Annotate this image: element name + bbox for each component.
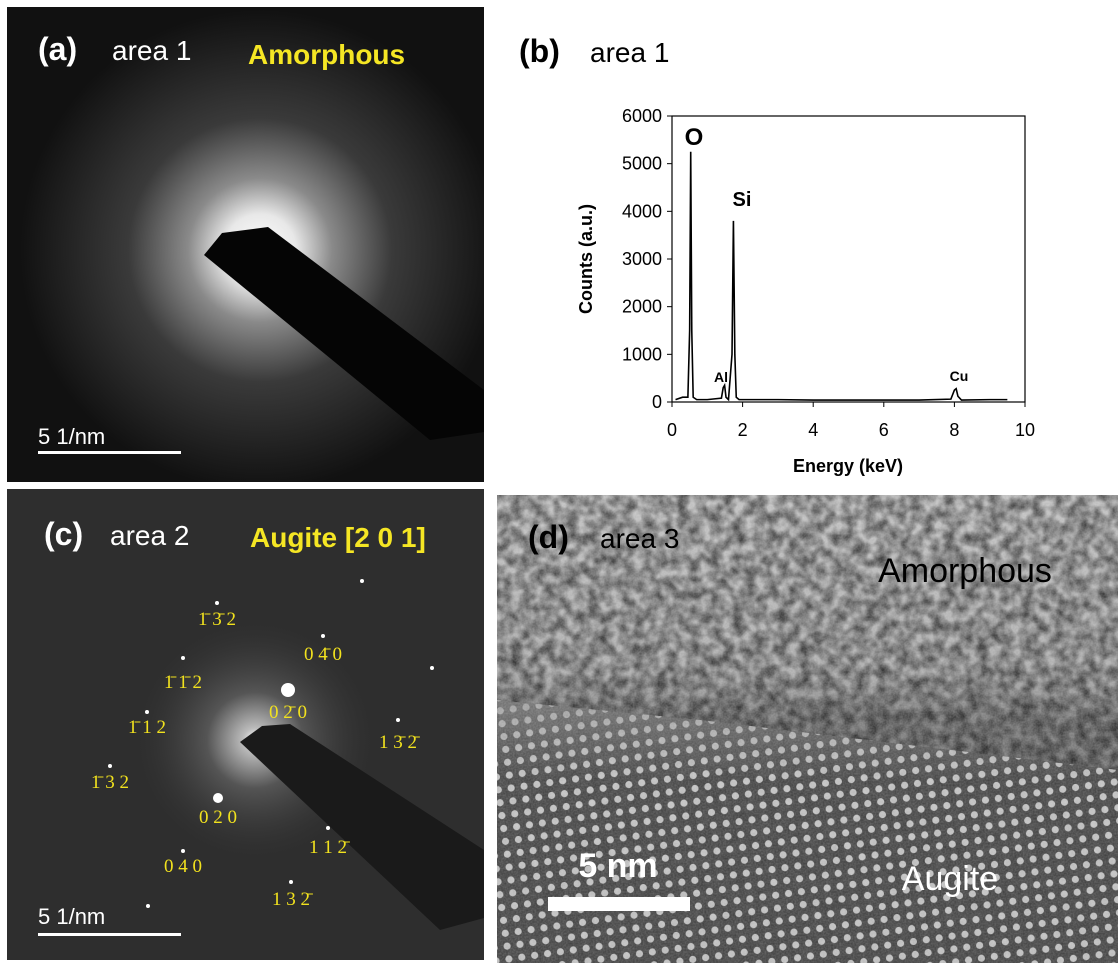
phase-label: Augite	[902, 860, 998, 898]
scale-bar	[38, 933, 181, 936]
spectrum-line	[676, 152, 1008, 400]
peak-label: Cu	[950, 368, 969, 384]
miller-index: 1 3 2̄	[272, 889, 313, 910]
panel-d: (d) area 3 Amorphous Augite 5 nm	[497, 495, 1118, 963]
x-tick-label: 6	[879, 420, 889, 440]
diffraction-spot	[289, 880, 293, 884]
y-tick-label: 0	[652, 392, 662, 412]
diffraction-spot	[213, 793, 223, 803]
area-label: area 1	[112, 35, 191, 66]
miller-index: 0 4̄ 0	[304, 644, 342, 665]
y-tick-label: 2000	[622, 297, 662, 317]
y-tick-label: 4000	[622, 201, 662, 221]
miller-index: 0 2̄ 0	[269, 702, 307, 723]
panel-label: (c)	[44, 516, 83, 552]
figure: (a) area 1 Amorphous 5 1/nm (b) area 1 E…	[0, 0, 1118, 963]
diffraction-spot	[146, 904, 150, 908]
phase-label: Amorphous	[878, 552, 1052, 590]
area-label: area 3	[600, 523, 679, 554]
diffraction-spot	[181, 849, 185, 853]
x-tick-label: 0	[667, 420, 677, 440]
peak-label: Si	[733, 189, 752, 211]
panel-c: (c) area 2 Augite [2 0 1] 5 1/nm 1̄ 3̄ 2…	[7, 489, 484, 960]
scale-bar-label: 5 1/nm	[38, 904, 105, 929]
y-axis-label: Counts (a.u.)	[576, 204, 596, 314]
peak-label: O	[685, 124, 704, 151]
miller-index: 0 4 0	[164, 856, 202, 877]
diffraction-spot	[321, 634, 325, 638]
y-tick-label: 1000	[622, 344, 662, 364]
panel-b: (b) area 1 Energy (keV) Counts (a.u.) 0 1…	[519, 33, 1035, 476]
diffraction-spot	[281, 683, 295, 697]
x-tick-label: 4	[808, 420, 818, 440]
diffraction-spot	[181, 656, 185, 660]
diffraction-spot	[430, 666, 434, 670]
x-tick-label: 10	[1015, 420, 1035, 440]
diffraction-spot	[326, 826, 330, 830]
scale-bar-label: 5 nm	[578, 847, 657, 885]
miller-index: 1̄ 1̄ 2	[164, 672, 202, 693]
x-tick-label: 8	[949, 420, 959, 440]
miller-index: 1 3̄ 2̄	[379, 732, 420, 753]
x-axis-label: Energy (keV)	[793, 456, 903, 476]
plot-frame	[672, 116, 1025, 402]
diffraction-spot	[396, 718, 400, 722]
miller-index: 1 1 2̄	[309, 837, 350, 858]
phase-label: Augite [2 0 1]	[250, 522, 426, 553]
panel-label: (b)	[519, 33, 560, 69]
y-tick-label: 5000	[622, 154, 662, 174]
x-tick-label: 2	[738, 420, 748, 440]
miller-index: 0 2 0	[199, 807, 237, 828]
scale-bar-label: 5 1/nm	[38, 424, 105, 449]
diffraction-spot	[215, 601, 219, 605]
scale-bar	[548, 897, 690, 911]
miller-index: 1̄ 3 2	[91, 772, 129, 793]
panel-label: (d)	[528, 519, 569, 555]
area-label: area 2	[110, 520, 189, 551]
miller-index: 1̄ 1 2	[128, 717, 166, 738]
area-label: area 1	[590, 37, 669, 68]
panel-a: (a) area 1 Amorphous 5 1/nm	[7, 7, 484, 482]
miller-index: 1̄ 3̄ 2	[198, 609, 236, 630]
peak-label: Al	[714, 369, 728, 385]
phase-label: Amorphous	[248, 39, 405, 70]
diffraction-spot	[145, 710, 149, 714]
diffraction-spot	[108, 764, 112, 768]
y-tick-label: 6000	[622, 106, 662, 126]
panel-label: (a)	[38, 31, 77, 67]
y-tick-label: 3000	[622, 249, 662, 269]
scale-bar	[38, 451, 181, 454]
diffraction-spot	[360, 579, 364, 583]
